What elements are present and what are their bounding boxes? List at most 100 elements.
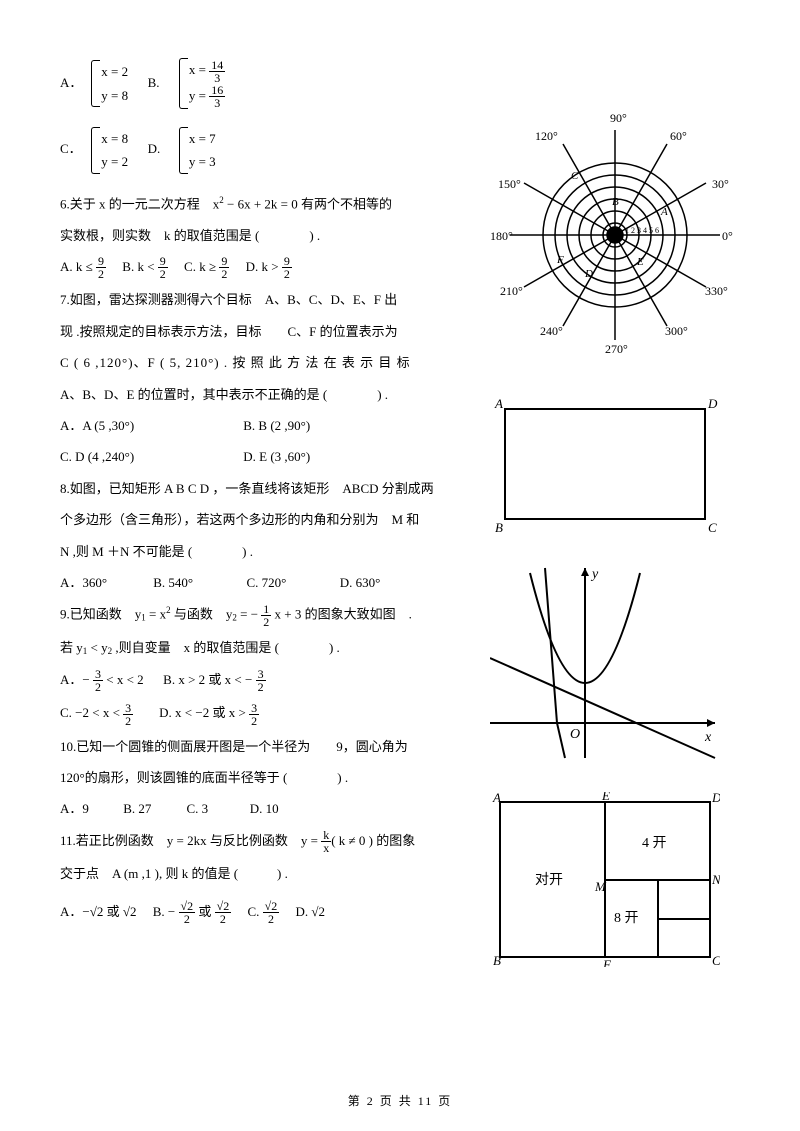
svg-text:对开: 对开 — [535, 872, 563, 888]
q5-B-l1p: x = — [189, 62, 209, 77]
svg-text:M: M — [594, 879, 607, 894]
q10-oD: D. 10 — [250, 801, 279, 816]
q7-oA: A．A (5 ,30°) — [60, 414, 240, 437]
q11-l1: 11.若正比例函数 y = 2kx 与反比例函数 y = kx( k ≠ 0 )… — [60, 829, 480, 855]
svg-text:120°: 120° — [535, 129, 558, 143]
q7-l4: A、B、D、E 的位置时，其中表示不正确的是 ( ) . — [60, 383, 480, 406]
svg-text:60°: 60° — [670, 129, 687, 143]
left-column: A． x = 2 y = 8 B. x = 143 y = 163 C． x =… — [60, 50, 480, 933]
svg-text:F: F — [556, 254, 564, 266]
q11-opts: A．−√2 或 √2 B. − √22 或 √22 C. √22 D. √2 — [60, 900, 480, 926]
radar-svg: A B C D E F 1 2 3 4 5 6 90° 60° 30° 0° 3… — [490, 110, 740, 360]
svg-text:D: D — [711, 792, 720, 805]
svg-text:B: B — [495, 520, 503, 534]
q5-A-l1: x = 2 — [101, 64, 128, 79]
svg-text:240°: 240° — [540, 324, 563, 338]
svg-text:E: E — [636, 256, 644, 268]
page: A． x = 2 y = 8 B. x = 143 y = 163 C． x =… — [0, 0, 800, 1131]
q8-oC: C. 720° — [247, 571, 337, 594]
q7-opts2: C. D (4 ,240°) D. E (3 ,60°) — [60, 445, 480, 468]
q6-oA: A. k ≤ — [60, 259, 96, 274]
svg-text:N: N — [711, 872, 720, 887]
q8-l1: 8.如图，已知矩形 A B C D ，一条直线将该矩形 ABCD 分割成两 — [60, 477, 480, 500]
q5-B-brace: x = 143 y = 163 — [179, 58, 225, 109]
svg-text:8 开: 8 开 — [614, 911, 639, 926]
q5-D-l2: y = 3 — [189, 154, 216, 169]
q11-l2: 交于点 A (m ,1 ), 则 k 的值是 ( ) . — [60, 862, 480, 885]
q5-D-label: D. — [148, 137, 176, 160]
q11-oA: A．−√2 或 √2 — [60, 904, 137, 919]
q11-oD: D. √2 — [295, 904, 325, 919]
q5-C-l2: y = 2 — [101, 154, 128, 169]
q7-t4: A、B、D、E 的位置时，其中表示不正确的是 ( — [60, 387, 327, 402]
svg-text:300°: 300° — [665, 324, 688, 338]
rect-svg: A D B C — [490, 394, 720, 534]
svg-text:30°: 30° — [712, 177, 729, 191]
paper-figure: A E D M N B F C 对开 4 开 8 开 — [490, 792, 740, 971]
svg-text:C: C — [712, 953, 720, 967]
q5-A-l2: y = 8 — [101, 88, 128, 103]
svg-text:A: A — [494, 396, 503, 411]
q9-l1: 9.已知函数 y1 = x2 与函数 y2 = − 12 x + 3 的图象大致… — [60, 602, 480, 628]
q10-oC: C. 3 — [187, 797, 247, 820]
svg-text:150°: 150° — [498, 177, 521, 191]
q5-C-label: C． — [60, 137, 88, 160]
q7-oB: B. B (2 ,90°) — [243, 418, 310, 433]
svg-text:x: x — [704, 730, 712, 745]
q5-B-l1d: 3 — [209, 72, 225, 84]
svg-text:270°: 270° — [605, 342, 628, 356]
q5-D-l1: x = 7 — [189, 131, 216, 146]
q10-oB: B. 27 — [123, 797, 183, 820]
q7-oC: C. D (4 ,240°) — [60, 445, 240, 468]
page-footer: 第 2 页 共 11 页 — [0, 1092, 800, 1109]
q10-oA: A．9 — [60, 797, 120, 820]
q7-oD: D. E (3 ,60°) — [243, 449, 310, 464]
svg-text:D: D — [584, 268, 593, 280]
q7-l3: C ( 6 ,120°)、F ( 5, 210°) . 按 照 此 方 法 在 … — [60, 351, 480, 374]
q9-l2: 若 y1 < y2 ,则自变量 x 的取值范围是 () . — [60, 636, 480, 659]
q7-l1: 7.如图，雷达探测器测得六个目标 A、B、C、D、E、F 出 — [60, 288, 480, 311]
svg-text:4 开: 4 开 — [642, 836, 667, 851]
q6-oB: B. k < — [122, 259, 158, 274]
q8-oA: A．360° — [60, 571, 150, 594]
paper-svg: A E D M N B F C 对开 4 开 8 开 — [490, 792, 720, 967]
graph-svg: x y O — [490, 563, 720, 763]
q6-oD: D. k > — [246, 259, 282, 274]
q6-opts: A. k ≤ 92 B. k < 92 C. k ≥ 92 D. k > 92 — [60, 255, 480, 281]
svg-text:E: E — [601, 792, 610, 803]
q7-opts1: A．A (5 ,30°) B. B (2 ,90°) — [60, 414, 480, 437]
svg-text:210°: 210° — [500, 284, 523, 298]
svg-text:y: y — [590, 567, 599, 582]
svg-text:0°: 0° — [722, 229, 733, 243]
svg-text:B: B — [493, 953, 501, 967]
q5-C-l1: x = 8 — [101, 131, 128, 146]
q7-l2: 现 .按照规定的目标表示方法，目标 C、F 的位置表示为 — [60, 320, 480, 343]
q5-D-brace: x = 7 y = 3 — [179, 127, 216, 174]
svg-text:A: A — [492, 792, 501, 805]
q6-t2b: ) . — [309, 228, 320, 243]
q8-l3: N ,则 M ＋N 不可能是 () . — [60, 540, 480, 563]
svg-text:O: O — [570, 727, 580, 742]
svg-text:330°: 330° — [705, 284, 728, 298]
q10-opts: A．9 B. 27 C. 3 D. 10 — [60, 797, 480, 820]
q8-oD: D. 630° — [340, 575, 381, 590]
svg-text:B: B — [612, 196, 619, 208]
svg-text:180°: 180° — [490, 229, 513, 243]
svg-text:F: F — [602, 957, 612, 967]
q5-B-l1n: 14 — [209, 59, 225, 72]
q6-t1b: − 6x + 2k = 0 有两个不相等的 — [224, 196, 392, 211]
q10-l2: 120°的扇形，则该圆锥的底面半径等于 () . — [60, 766, 480, 789]
q9-opts1: A．− 32 < x < 2 B. x > 2 或 x < − 32 — [60, 668, 480, 694]
q5-row1: A． x = 2 y = 8 B. x = 143 y = 163 — [60, 58, 480, 109]
svg-text:1 2 3 4 5 6: 1 2 3 4 5 6 — [625, 226, 659, 235]
q6-oC: C. k ≥ — [184, 259, 219, 274]
graph-figure: x y O — [490, 563, 740, 767]
q9-opts2: C. −2 < x < 32 D. x < −2 或 x > 32 — [60, 701, 480, 727]
svg-text:D: D — [707, 396, 718, 411]
q6-line1: 6.关于 x 的一元二次方程 x2 − 6x + 2k = 0 有两个不相等的 — [60, 192, 480, 216]
q5-B-label: B. — [148, 71, 176, 94]
q8-opts: A．360° B. 540° C. 720° D. 630° — [60, 571, 480, 594]
q7-t4b: ) . — [377, 387, 388, 402]
q8-t3: N ,则 M ＋N 不可能是 ( — [60, 544, 192, 559]
q8-oB: B. 540° — [153, 571, 243, 594]
